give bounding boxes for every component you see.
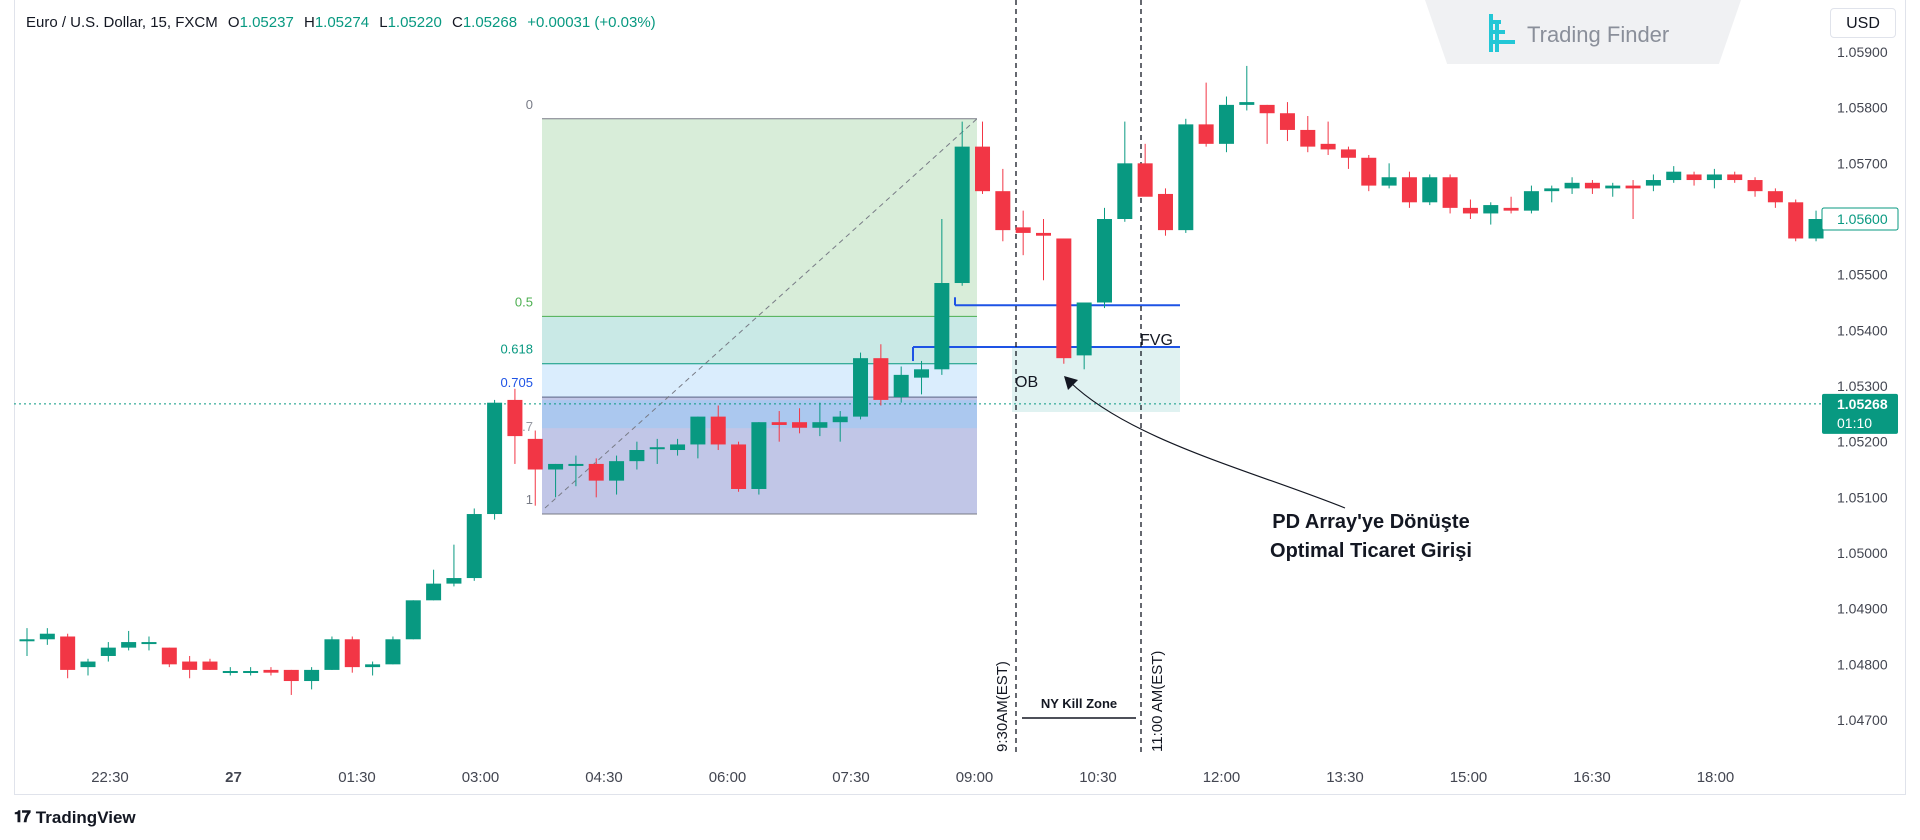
chart-frame <box>14 0 1906 795</box>
low-value: 1.05220 <box>387 14 442 31</box>
close-label: C <box>451 14 463 31</box>
high-value: 1.05274 <box>314 14 370 31</box>
low-label: L <box>379 14 388 31</box>
trading-finder-logo-icon <box>1489 14 1515 52</box>
tradingview-brand: TradingView <box>35 808 136 827</box>
trading-finder-logo-text: Trading Finder <box>1527 22 1670 47</box>
symbol-name[interactable]: Euro / U.S. Dollar, 15, FXCM <box>26 14 218 31</box>
close-value: 1.05268 <box>462 14 518 31</box>
change-value: +0.00031 (+0.03%) <box>527 14 656 31</box>
open-value: 1.05237 <box>239 14 294 31</box>
watermark-logo-box <box>1425 0 1741 64</box>
tradingview-footer[interactable]: 𝟏𝟕 TradingView <box>14 808 136 828</box>
tradingview-logo-icon: 𝟏𝟕 <box>14 809 31 826</box>
open-label: O <box>227 14 240 31</box>
symbol-header: Euro / U.S. Dollar, 15, FXCM O1.05237 H1… <box>26 14 656 31</box>
currency-button[interactable]: USD <box>1830 8 1896 38</box>
high-label: H <box>303 14 315 31</box>
